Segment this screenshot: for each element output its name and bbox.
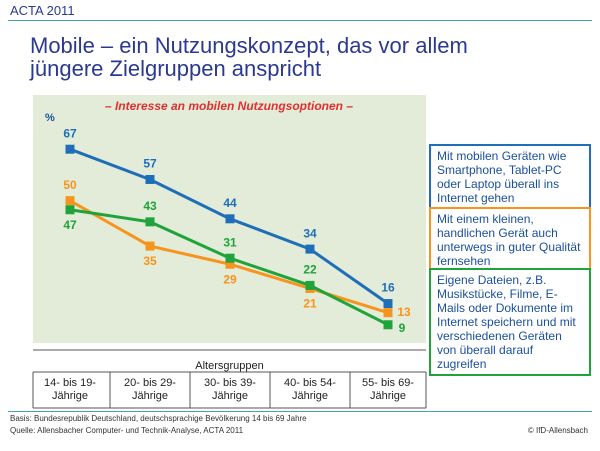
data-label: 29	[223, 272, 237, 286]
x-tick-label: 40- bis 54- Jährige	[284, 377, 336, 402]
x-tick-label: 20- bis 29- Jährige	[124, 377, 176, 402]
data-label: 22	[303, 263, 317, 277]
marker	[225, 214, 235, 224]
footer-source: Quelle: Allensbacher Computer- und Techn…	[10, 426, 244, 435]
rule	[8, 411, 592, 412]
data-label: 34	[303, 226, 317, 240]
data-label: 35	[143, 254, 157, 268]
marker	[383, 320, 393, 330]
data-label: 16	[381, 281, 395, 295]
y-label: %	[45, 112, 55, 124]
footer-basis: Basis: Bundesrepublik Deutschland, deuts…	[10, 414, 307, 423]
data-label: 21	[303, 297, 317, 311]
marker	[305, 280, 315, 290]
data-label: 31	[223, 235, 237, 249]
legend-entry: Eigene Dateien, z.B. Musikstücke, Filme,…	[429, 268, 591, 376]
legend-entry: Mit mobilen Geräten wie Smartphone, Tabl…	[429, 144, 591, 210]
marker	[145, 217, 155, 227]
marker	[225, 253, 235, 263]
marker	[383, 299, 393, 309]
marker	[145, 174, 155, 184]
data-label: 43	[143, 199, 157, 213]
data-label: 50	[63, 178, 77, 192]
data-label: 44	[223, 196, 237, 210]
marker	[305, 244, 315, 254]
chart-subtitle: – Interesse an mobilen Nutzungsoptionen …	[105, 99, 353, 113]
x-label: Altersgruppen	[195, 360, 264, 372]
x-tick-label: 14- bis 19- Jährige	[44, 377, 96, 402]
marker	[145, 241, 155, 251]
legend-entry: Mit einem kleinen, handlichen Gerät auch…	[429, 207, 591, 273]
marker	[225, 259, 235, 269]
x-tick-label: 30- bis 39- Jährige	[204, 377, 256, 402]
marker	[65, 144, 75, 154]
marker	[383, 308, 393, 318]
data-label: 47	[63, 218, 77, 232]
rule	[8, 20, 592, 21]
marker	[65, 205, 75, 215]
data-label: 9	[399, 321, 406, 335]
data-label: 57	[143, 157, 157, 171]
header: ACTA 2011	[10, 3, 75, 18]
marker	[65, 196, 75, 206]
title: Mobile – ein Nutzungskonzept, das vor al…	[30, 33, 468, 81]
data-label: 67	[63, 126, 77, 140]
data-label: 13	[397, 305, 411, 319]
x-tick-label: 55- bis 69- Jährige	[362, 377, 414, 402]
copyright: © IfD-Allensbach	[527, 426, 588, 435]
